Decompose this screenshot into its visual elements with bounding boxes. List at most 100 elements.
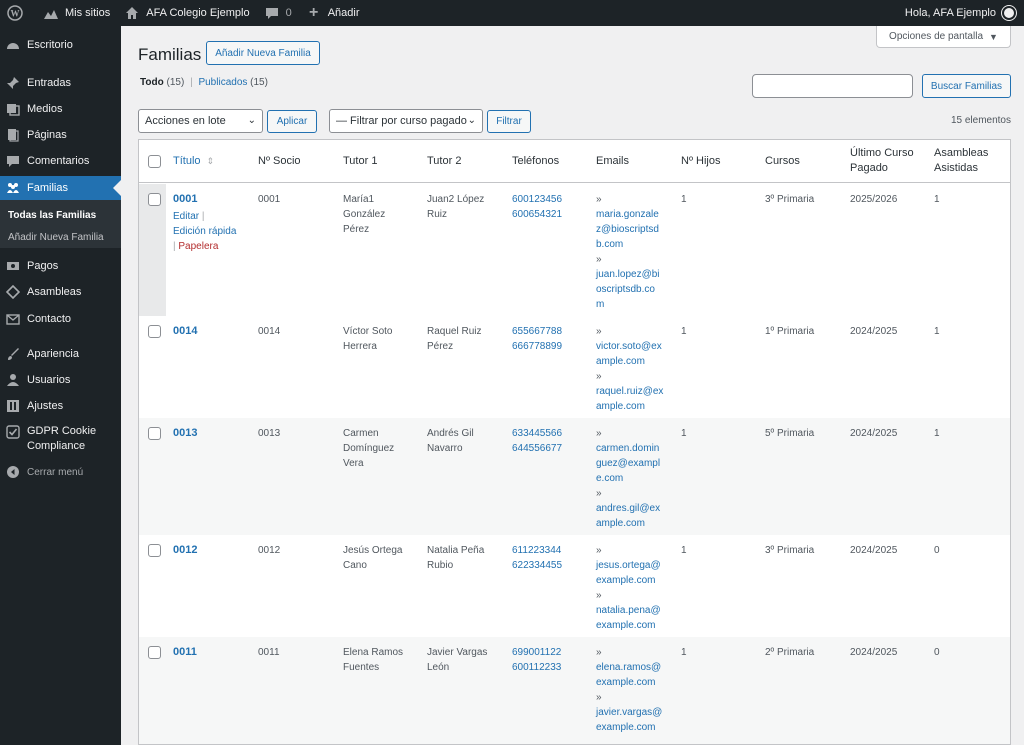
email-bullet: »: [596, 254, 602, 265]
phone-numbers[interactable]: 655667788 666778899: [512, 326, 563, 352]
table-header: Título ⇕ Nº Socio Tutor 1 Tutor 2 Teléfo…: [139, 140, 1010, 183]
menu-label: Ajustes: [27, 400, 64, 412]
email-link[interactable]: raquel.ruiz@ex: [596, 386, 664, 397]
phone-numbers[interactable]: 699001122 600112233: [512, 647, 562, 673]
my-sites-menu[interactable]: Mis sitios: [36, 0, 117, 26]
select-all-checkbox[interactable]: [148, 155, 161, 168]
submenu-anadir-familia[interactable]: Añadir Nueva Familia: [8, 232, 104, 243]
menu-label: Familias: [27, 182, 68, 194]
phone-numbers[interactable]: 600123456 600654321: [512, 194, 563, 220]
menu-familias[interactable]: Familias: [0, 176, 121, 200]
edit-link[interactable]: Editar: [173, 211, 200, 222]
bulk-actions-select[interactable]: Acciones en lote ⌄: [138, 109, 263, 133]
email-link[interactable]: example.com: [596, 677, 656, 688]
menu-paginas[interactable]: Páginas: [0, 125, 121, 145]
my-account-menu[interactable]: Hola, AFA Ejemplo: [905, 6, 1024, 20]
email-link[interactable]: guez@exampl: [596, 458, 661, 469]
row-checkbox[interactable]: [148, 646, 161, 659]
menu-escritorio[interactable]: Escritorio: [0, 38, 121, 52]
view-published-link[interactable]: Publicados (15): [198, 77, 268, 88]
email-link[interactable]: jesus.ortega@: [596, 560, 661, 571]
email-link[interactable]: ample.com: [596, 518, 645, 529]
email-link[interactable]: m: [596, 299, 605, 310]
family-title-link[interactable]: 0014: [173, 325, 198, 337]
separator: |: [199, 211, 205, 222]
email-link[interactable]: natalia.pena@: [596, 605, 661, 616]
view-separator: |: [190, 77, 193, 88]
family-title-link[interactable]: 0001: [173, 193, 198, 205]
column-tutor1-header: Tutor 1: [343, 155, 378, 167]
chevron-down-icon: ⌄: [467, 115, 476, 126]
email-link[interactable]: javier.vargas@: [596, 707, 663, 718]
plus-icon: +: [309, 4, 319, 21]
email-link[interactable]: z@bioscriptsd: [596, 224, 659, 235]
menu-entradas[interactable]: Entradas: [0, 73, 121, 93]
table-row: 0011 0011 Elena Ramos Fuentes Javier Vargas L…: [139, 637, 1010, 744]
family-title-link[interactable]: 0013: [173, 427, 198, 439]
row-checkbox[interactable]: [148, 544, 161, 557]
email-link[interactable]: andres.gil@ex: [596, 503, 661, 514]
filter-button[interactable]: Filtrar: [487, 110, 531, 133]
table-row: 0012 0012 Jesús Ortega Cano Natalia Peña Rubi…: [139, 535, 1010, 637]
row-checkbox[interactable]: [148, 193, 161, 206]
email-link[interactable]: e.com: [596, 473, 624, 484]
family-title-link[interactable]: 0012: [173, 544, 198, 556]
email-link[interactable]: ample.com: [596, 401, 645, 412]
menu-asambleas[interactable]: Asambleas: [0, 282, 121, 302]
main-content: Opciones de pantalla ▼ Familias Añadir N…: [121, 26, 1024, 745]
email-bullet: »: [596, 590, 602, 601]
email-link[interactable]: elena.ramos@: [596, 662, 662, 673]
last-paid-course: 2024/2025: [850, 647, 898, 658]
email-link[interactable]: oscriptsdb.co: [596, 284, 655, 295]
tutor1-name: Víctor Soto Herrera: [343, 326, 393, 352]
email-link[interactable]: carmen.domin: [596, 443, 660, 454]
site-name-menu[interactable]: AFA Colegio Ejemplo: [117, 0, 256, 26]
email-bullet: »: [596, 692, 602, 703]
phone-numbers[interactable]: 611223344 622334455: [512, 545, 563, 571]
email-link[interactable]: example.com: [596, 722, 656, 733]
comment-icon: [6, 154, 20, 168]
tutor1-name: Carmen Domínguez Vera: [343, 428, 395, 469]
filter-select-label: — Filtrar por curso pagado: [336, 115, 467, 127]
apply-button[interactable]: Aplicar: [267, 110, 317, 133]
comments-menu[interactable]: 0: [257, 0, 299, 26]
email-link[interactable]: victor.soto@ex: [596, 341, 662, 352]
email-list: » jesus.ortega@ example.com » natalia.pena@ e…: [596, 543, 676, 633]
menu-medios[interactable]: Medios: [0, 99, 121, 119]
menu-pagos[interactable]: Pagos: [0, 256, 121, 276]
menu-gdpr[interactable]: GDPR Cookie Compliance: [0, 424, 121, 456]
menu-label: Apariencia: [27, 348, 79, 360]
phone-numbers[interactable]: 633445566 644556677: [512, 428, 563, 454]
wordpress-logo-button[interactable]: W: [0, 0, 36, 26]
submenu-todas-familias[interactable]: Todas las Familias: [8, 210, 97, 221]
view-all-link[interactable]: Todo (15): [140, 77, 185, 88]
screen-options-button[interactable]: Opciones de pantalla ▼: [876, 26, 1011, 48]
paid-course-filter-select[interactable]: — Filtrar por curso pagado ⌄: [329, 109, 483, 133]
menu-usuarios[interactable]: Usuarios: [0, 370, 121, 390]
menu-contacto[interactable]: Contacto: [0, 309, 121, 329]
menu-apariencia[interactable]: Apariencia: [0, 344, 121, 364]
email-link[interactable]: maria.gonzale: [596, 209, 659, 220]
assemblies-attended: 1: [934, 428, 940, 439]
quick-edit-link[interactable]: Edición rápida: [173, 226, 237, 237]
column-socio-header: Nº Socio: [258, 155, 301, 167]
new-content-menu[interactable]: + Añadir: [299, 0, 367, 26]
menu-ajustes[interactable]: Ajustes: [0, 396, 121, 416]
column-title-header[interactable]: Título ⇕: [173, 155, 215, 167]
row-checkbox[interactable]: [148, 427, 161, 440]
add-new-family-button[interactable]: Añadir Nueva Familia: [206, 41, 320, 65]
collapse-menu-button[interactable]: Cerrar menú: [0, 462, 121, 482]
email-link[interactable]: example.com: [596, 575, 656, 586]
search-families-button[interactable]: Buscar Familias: [922, 74, 1011, 98]
trash-link[interactable]: Papelera: [178, 241, 219, 252]
email-link[interactable]: example.com: [596, 620, 656, 631]
email-link[interactable]: b.com: [596, 239, 624, 250]
family-title-link[interactable]: 0011: [173, 646, 197, 658]
row-checkbox[interactable]: [148, 325, 161, 338]
socio-number: 0014: [258, 326, 281, 337]
email-link[interactable]: juan.lopez@bi: [596, 269, 660, 280]
email-link[interactable]: ample.com: [596, 356, 645, 367]
search-input[interactable]: [752, 74, 913, 98]
menu-comentarios[interactable]: Comentarios: [0, 151, 121, 171]
chevron-down-icon: ⌄: [247, 115, 256, 126]
